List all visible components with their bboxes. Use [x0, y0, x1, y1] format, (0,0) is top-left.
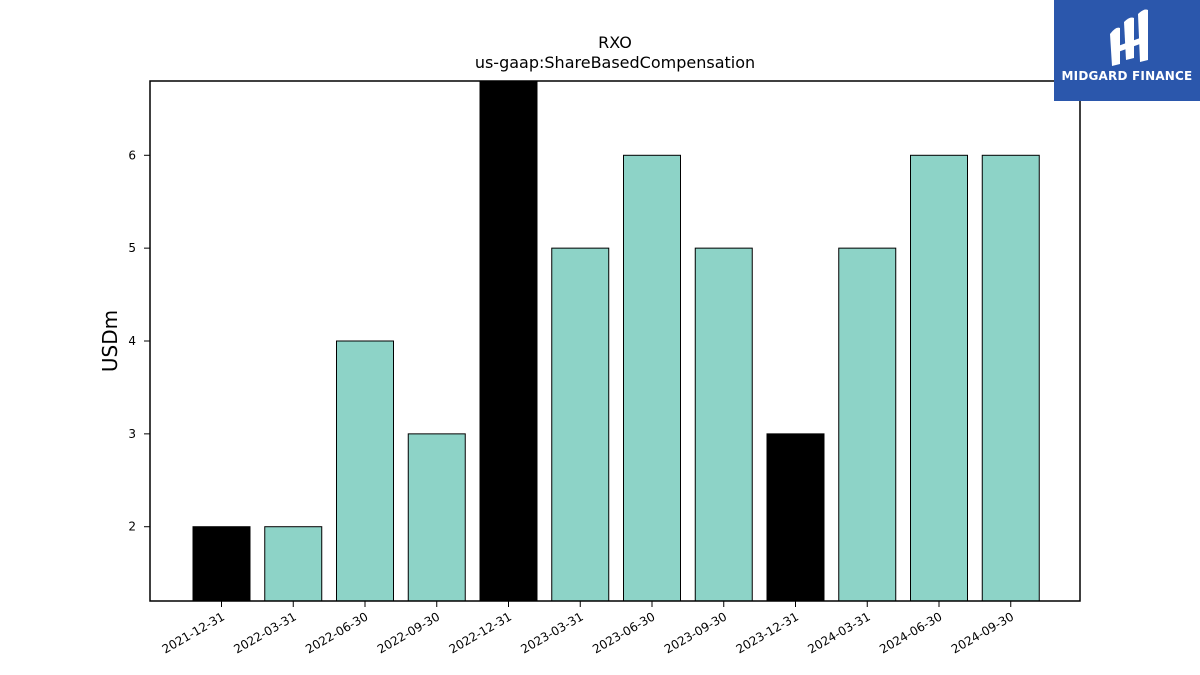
- y-tick-label: 4: [128, 334, 136, 348]
- brand-logo: MIDGARD FINANCE: [1054, 0, 1200, 101]
- bar-2022-06-30: [336, 340, 394, 602]
- chart-subtitle: us-gaap:ShareBasedCompensation: [475, 53, 755, 72]
- plot-frame: [149, 80, 1081, 602]
- x-ticks-group: 2021-12-31 2022-03-31 2022-06-30 2022-09-30…: [160, 601, 1016, 656]
- x-tick-label: 2023-03-31: [518, 609, 585, 656]
- brand-name: MIDGARD FINANCE: [1061, 69, 1193, 83]
- bar-2022-03-31: [264, 526, 323, 602]
- bar-2023-12-31: [766, 433, 825, 602]
- y-tick-label: 2: [128, 520, 136, 534]
- x-tick-label: 2022-06-30: [303, 609, 370, 656]
- brand-mark-icon: [1110, 9, 1148, 67]
- x-tick-label: 2024-06-30: [877, 609, 944, 656]
- x-tick-label: 2024-03-31: [805, 609, 872, 656]
- x-tick-label: 2023-12-31: [734, 609, 801, 656]
- chart-title: RXO: [598, 33, 632, 52]
- bar-2021-12-31: [192, 526, 251, 602]
- bar-2023-09-30: [694, 247, 753, 602]
- bar-2023-06-30: [623, 154, 681, 602]
- bar-2023-03-31: [551, 247, 610, 602]
- y-axis-label: USDm: [98, 310, 122, 372]
- x-tick-label: 2022-12-31: [447, 609, 514, 656]
- x-tick-label: 2023-06-30: [590, 609, 657, 656]
- bar-2022-12-31: [479, 80, 538, 602]
- x-tick-label: 2022-03-31: [231, 609, 298, 656]
- y-tick-label: 6: [128, 148, 136, 162]
- x-tick-label: 2024-09-30: [949, 609, 1016, 656]
- x-tick-label: 2022-09-30: [375, 609, 442, 656]
- bar-2022-09-30: [407, 433, 466, 602]
- y-tick-label: 5: [128, 241, 136, 255]
- bar-2024-09-30: [981, 154, 1040, 602]
- bars-group: [192, 80, 1040, 602]
- x-tick-label: 2021-12-31: [160, 609, 227, 656]
- y-ticks-group: 2 3 4 5 6: [128, 148, 150, 534]
- x-tick-label: 2023-09-30: [662, 609, 729, 656]
- y-tick-label: 3: [128, 427, 136, 441]
- bar-2024-03-31: [838, 247, 897, 602]
- bar-2024-06-30: [910, 154, 968, 602]
